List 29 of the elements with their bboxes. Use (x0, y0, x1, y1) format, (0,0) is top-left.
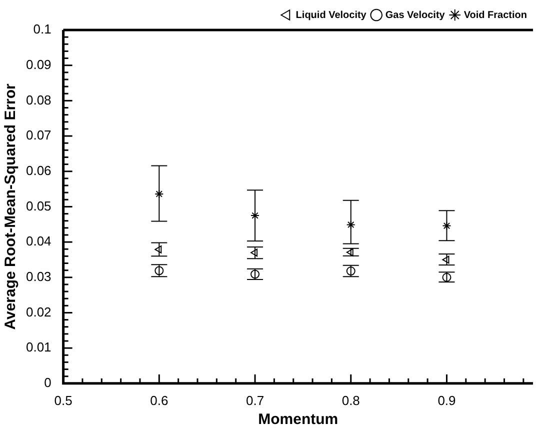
point (154, 189, 164, 198)
y-axis-title: Average Root-Mean-Squared Error (2, 83, 20, 330)
point (442, 221, 452, 230)
x-tick-label: 0.8 (342, 392, 360, 408)
x-tick-label: 0.5 (54, 392, 72, 408)
point (442, 256, 450, 264)
legend-label: Gas Velocity (385, 10, 446, 21)
y-tick-label: 0.02 (26, 304, 52, 320)
legend-label: Liquid Velocity (296, 10, 367, 21)
y-tick-label: 0.06 (26, 162, 52, 178)
y-tick-label: 0.01 (26, 340, 52, 355)
y-tick-label: 0.1 (33, 22, 52, 37)
point (346, 248, 354, 256)
point (154, 246, 162, 254)
y-tick-label: 0.08 (26, 92, 52, 108)
y-tick-label: 0.07 (26, 128, 52, 143)
y-tick-label: 0.03 (26, 268, 52, 284)
y-tick-label: 0.04 (26, 234, 52, 249)
point (250, 248, 258, 257)
y-tick-label: 0.09 (26, 56, 52, 72)
x-tick-label: 0.9 (438, 392, 456, 408)
x-tick-label: 0.6 (150, 392, 168, 408)
y-tick-label: 0.05 (26, 198, 52, 214)
x-axis-title: Momentum (258, 411, 338, 428)
legend-label: Void Fraction (464, 10, 528, 21)
x-tick-label: 0.7 (246, 392, 264, 408)
point (250, 211, 260, 220)
y-tick-label: 0 (44, 374, 52, 390)
point (346, 220, 356, 230)
